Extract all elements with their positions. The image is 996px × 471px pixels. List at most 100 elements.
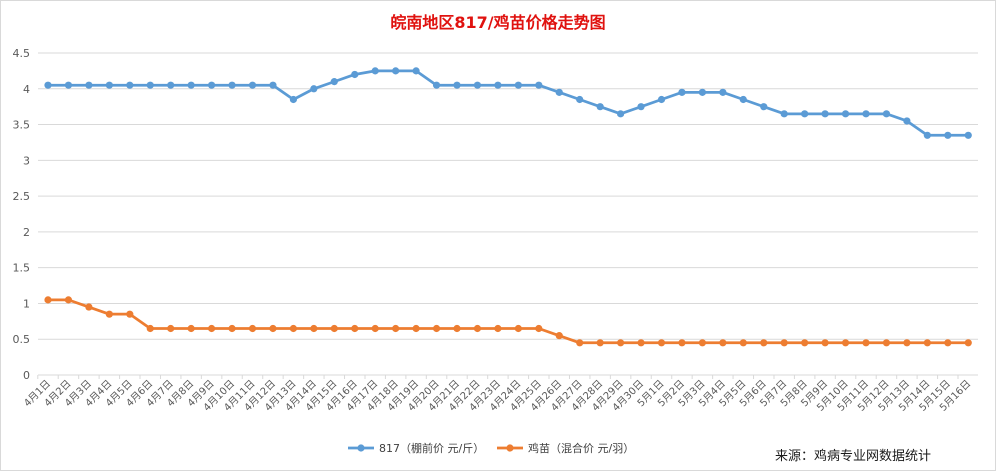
data-point bbox=[371, 324, 379, 333]
y-tick-label: 4 bbox=[23, 83, 30, 96]
y-tick-label: 1 bbox=[23, 297, 30, 310]
data-point bbox=[146, 324, 154, 333]
data-point bbox=[678, 88, 686, 96]
data-point bbox=[637, 339, 645, 347]
data-point bbox=[514, 81, 522, 89]
data-point bbox=[944, 339, 952, 347]
data-point bbox=[882, 339, 891, 347]
y-tick-label: 2 bbox=[23, 226, 30, 239]
data-point bbox=[494, 81, 502, 89]
data-point bbox=[146, 81, 154, 89]
data-point bbox=[228, 324, 236, 333]
data-point bbox=[678, 339, 686, 347]
y-tick-label: 3.5 bbox=[13, 119, 31, 132]
data-point bbox=[617, 339, 625, 347]
data-point bbox=[330, 78, 338, 86]
data-point bbox=[964, 339, 972, 347]
legend-item-2: 鸡苗（混合价 元/羽） bbox=[497, 441, 634, 455]
legend-label: 817（棚前价 元/斤） bbox=[379, 441, 484, 455]
data-point bbox=[105, 310, 113, 318]
data-point bbox=[821, 110, 829, 118]
data-point bbox=[964, 131, 972, 139]
legend: 817（棚前价 元/斤） 鸡苗（混合价 元/羽） bbox=[348, 441, 634, 455]
data-point bbox=[187, 324, 195, 333]
data-point bbox=[698, 88, 707, 96]
data-point bbox=[289, 95, 297, 104]
data-point bbox=[923, 339, 931, 347]
data-point bbox=[698, 339, 707, 347]
data-point bbox=[371, 67, 379, 75]
data-point bbox=[862, 339, 870, 347]
chart-title: 皖南地区817/鸡苗价格走势图 bbox=[390, 13, 605, 32]
data-point bbox=[903, 339, 911, 347]
data-point bbox=[126, 310, 134, 318]
data-point bbox=[473, 81, 482, 89]
data-point bbox=[801, 110, 809, 118]
data-point bbox=[167, 324, 175, 333]
data-point bbox=[617, 110, 625, 118]
data-point bbox=[351, 70, 359, 79]
data-point bbox=[841, 339, 850, 347]
data-point bbox=[44, 296, 52, 304]
data-point bbox=[432, 81, 441, 89]
data-point bbox=[944, 131, 952, 139]
data-point bbox=[657, 339, 666, 347]
data-point bbox=[514, 324, 522, 333]
data-point bbox=[453, 324, 461, 333]
legend-swatch-marker bbox=[357, 444, 365, 452]
data-point bbox=[801, 339, 809, 347]
data-point bbox=[596, 339, 604, 347]
data-point bbox=[64, 296, 73, 304]
data-point bbox=[555, 332, 563, 340]
data-point bbox=[412, 67, 420, 75]
data-point bbox=[392, 67, 400, 75]
data-point bbox=[719, 88, 727, 96]
data-point bbox=[392, 324, 400, 333]
data-point bbox=[269, 81, 277, 89]
data-point bbox=[494, 324, 502, 333]
y-tick-label: 3 bbox=[23, 154, 30, 167]
data-point bbox=[780, 339, 788, 347]
data-point bbox=[208, 81, 216, 89]
data-point bbox=[351, 324, 359, 333]
y-tick-label: 1.5 bbox=[13, 262, 31, 275]
data-point bbox=[310, 85, 318, 93]
y-tick-label: 0.5 bbox=[13, 333, 31, 346]
data-point bbox=[289, 324, 297, 333]
legend-item-1: 817（棚前价 元/斤） bbox=[348, 441, 484, 455]
data-point bbox=[657, 95, 666, 104]
data-point bbox=[739, 339, 747, 347]
data-point bbox=[310, 324, 318, 333]
series-line-2 bbox=[48, 298, 969, 345]
data-point bbox=[208, 324, 216, 333]
data-point bbox=[596, 103, 604, 111]
data-point bbox=[85, 81, 93, 89]
data-point bbox=[105, 81, 113, 89]
data-point bbox=[228, 81, 236, 89]
data-point bbox=[432, 324, 441, 333]
data-point bbox=[821, 339, 829, 347]
legend-swatch-marker bbox=[506, 444, 514, 452]
y-tick-label: 2.5 bbox=[13, 190, 31, 203]
source-note: 来源：鸡病专业网数据统计 bbox=[775, 448, 931, 464]
data-point bbox=[576, 339, 584, 347]
data-point bbox=[473, 324, 482, 333]
series-line-1 bbox=[48, 69, 969, 137]
data-point bbox=[167, 81, 175, 89]
data-point bbox=[44, 81, 52, 89]
data-point bbox=[780, 110, 788, 118]
data-point bbox=[187, 81, 195, 89]
data-point bbox=[923, 131, 931, 139]
data-point bbox=[760, 339, 768, 347]
data-point bbox=[739, 95, 747, 104]
data-point bbox=[576, 95, 584, 104]
data-point bbox=[535, 324, 543, 333]
data-point bbox=[85, 303, 93, 311]
data-point bbox=[555, 88, 563, 96]
data-point bbox=[903, 117, 911, 125]
data-point bbox=[637, 103, 645, 111]
gridlines bbox=[38, 52, 978, 376]
y-tick-label: 0 bbox=[23, 369, 30, 382]
data-point bbox=[535, 81, 543, 89]
